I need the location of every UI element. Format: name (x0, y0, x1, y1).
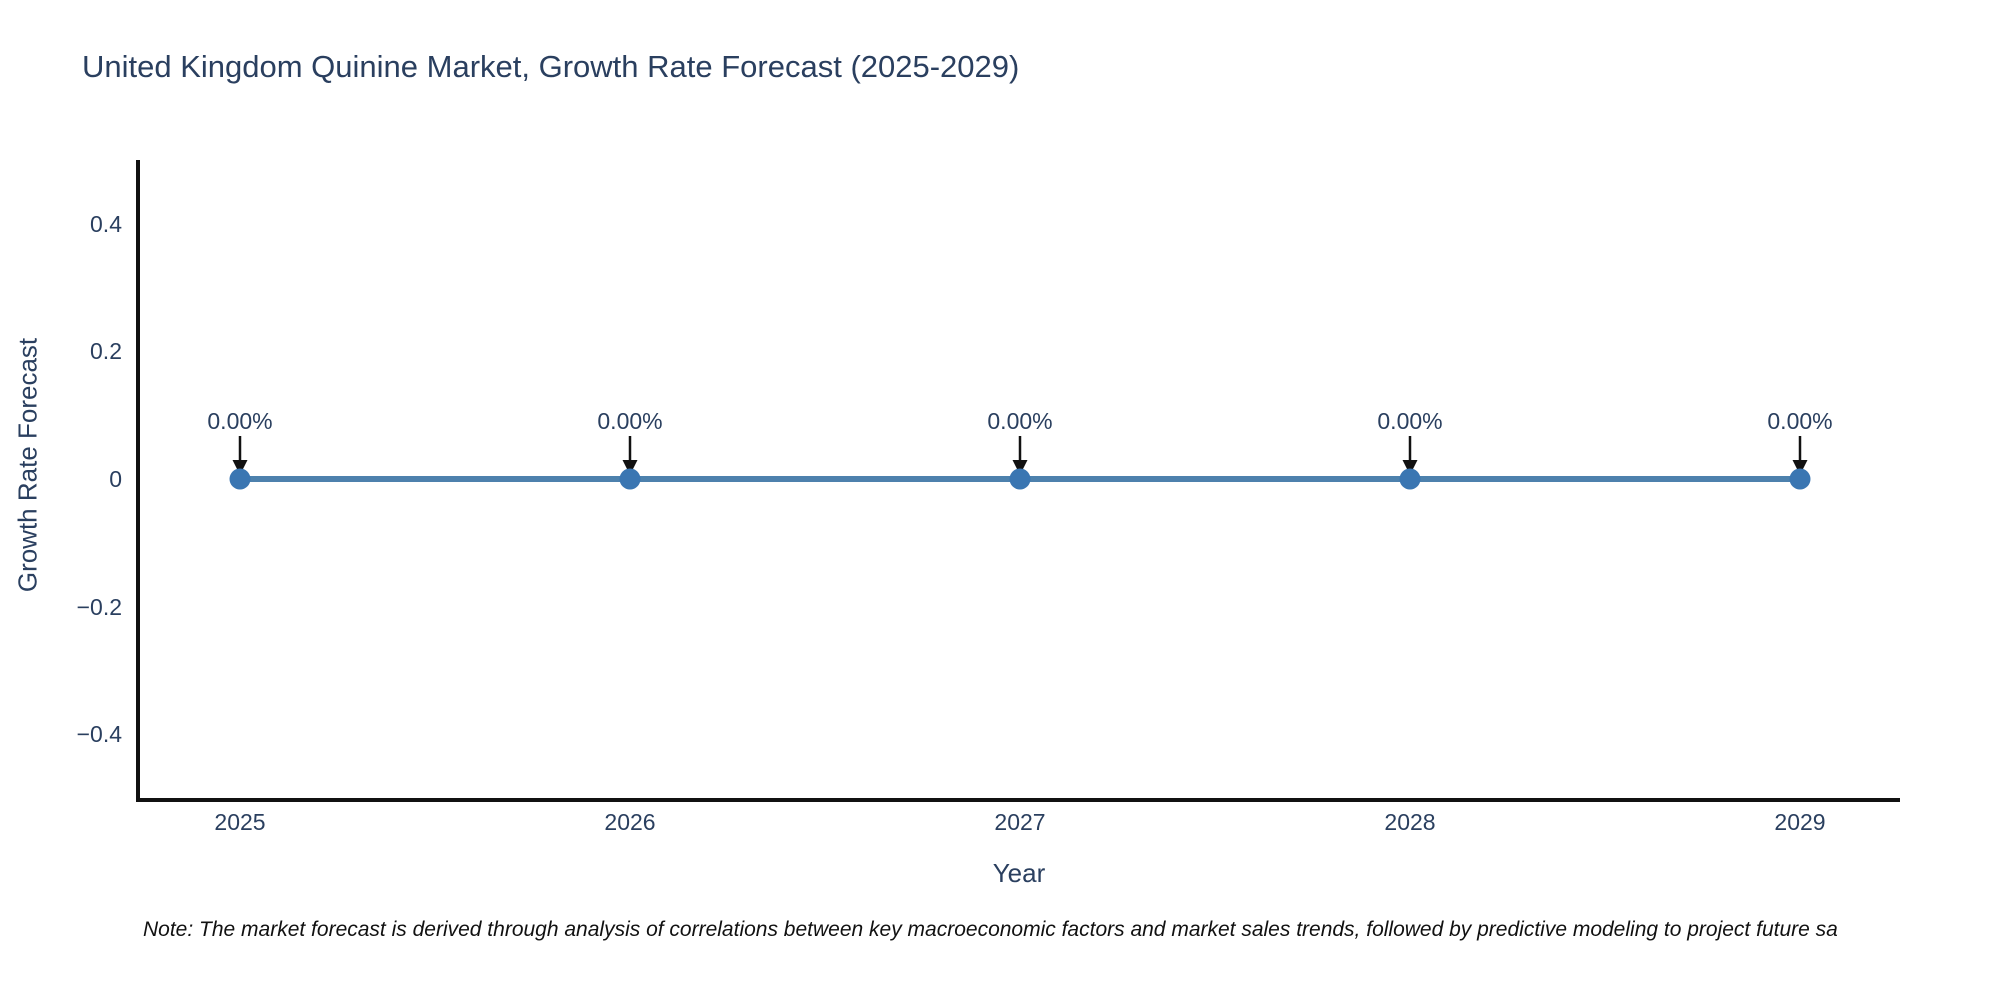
annotation-arrow-head (232, 460, 248, 475)
data-point-marker (1009, 468, 1031, 490)
y-tick-label: 0.4 (90, 210, 122, 237)
data-point-label: 0.00% (987, 408, 1052, 434)
annotation-arrow-head (1792, 460, 1808, 475)
y-tick-label: 0.2 (90, 338, 122, 365)
x-tick-label: 2027 (994, 809, 1046, 835)
x-tick-label: 2025 (214, 809, 266, 835)
line-series-plot: 0.00% 0.00% 0.00% 0.00% 0.00% (207, 408, 1833, 490)
x-tick-label: 2029 (1774, 809, 1826, 835)
data-point-label: 0.00% (1767, 408, 1832, 434)
data-point-marker (229, 468, 251, 490)
data-point-label: 0.00% (207, 408, 272, 434)
annotation-arrow-head (622, 460, 638, 475)
y-tick-label: −0.4 (76, 721, 122, 748)
annotation-arrow-head (1012, 460, 1028, 475)
plot-area: 0.00% 0.00% 0.00% 0.00% 0.00% (136, 160, 1900, 802)
footnote: Note: The market forecast is derived thr… (143, 918, 1838, 941)
data-point-marker (1399, 468, 1421, 490)
chart-title: United Kingdom Quinine Market, Growth Ra… (82, 49, 1020, 84)
x-tick-label: 2028 (1384, 809, 1436, 835)
data-point-marker (619, 468, 641, 490)
data-point-label: 0.00% (1377, 408, 1442, 434)
data-point-marker (1789, 468, 1811, 490)
y-tick-label: −0.2 (76, 593, 122, 620)
x-tick-label: 2026 (604, 809, 656, 835)
x-axis-title: Year (992, 858, 1046, 888)
data-point-label: 0.00% (597, 408, 662, 434)
annotation-arrow-head (1402, 460, 1418, 475)
y-tick-label: 0 (109, 466, 122, 492)
